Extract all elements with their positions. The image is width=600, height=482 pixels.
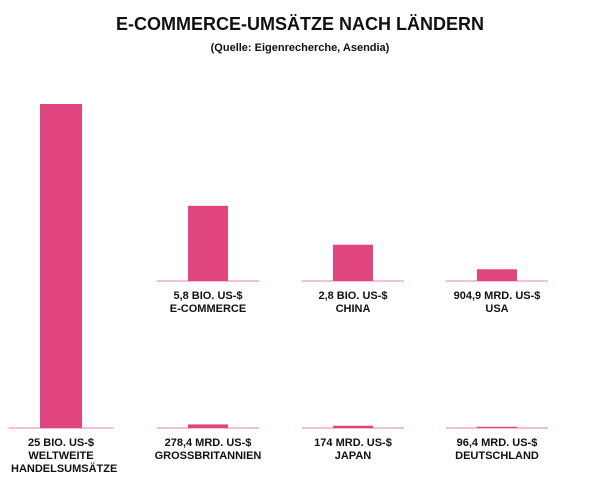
bar bbox=[477, 269, 517, 281]
bar bbox=[333, 425, 373, 428]
value-label: 174 MRD. US-$ bbox=[314, 437, 392, 449]
value-label: 904,9 MRD. US-$ bbox=[453, 290, 541, 302]
chart-title: E-COMMERCE-UMSÄTZE NACH LÄNDERN bbox=[116, 14, 484, 34]
category-label: DEUTSCHLAND bbox=[455, 450, 539, 462]
category-label: USA bbox=[485, 303, 509, 315]
value-label: 278,4 MRD. US-$ bbox=[164, 437, 252, 449]
category-label: CHINA bbox=[335, 303, 371, 315]
value-label: 2,8 BIO. US-$ bbox=[318, 290, 388, 302]
category-label: E-COMMERCE bbox=[169, 303, 247, 315]
value-label: 25 BIO. US-$ bbox=[27, 437, 95, 449]
category-label: WELTWEITE HANDELSUMSÄTZE bbox=[11, 450, 118, 475]
value-label: 5,8 BIO. US-$ bbox=[173, 290, 243, 302]
bar bbox=[333, 244, 373, 281]
bar bbox=[188, 205, 228, 281]
category-label: GROSSBRITANNIEN bbox=[154, 450, 262, 462]
bar bbox=[188, 424, 228, 428]
category-label: JAPAN bbox=[334, 450, 372, 462]
bar bbox=[40, 104, 82, 428]
value-label: 96,4 MRD. US-$ bbox=[456, 437, 538, 449]
bar bbox=[477, 426, 517, 428]
chart-subtitle: (Quelle: Eigenrecherche, Asendia) bbox=[210, 42, 390, 54]
